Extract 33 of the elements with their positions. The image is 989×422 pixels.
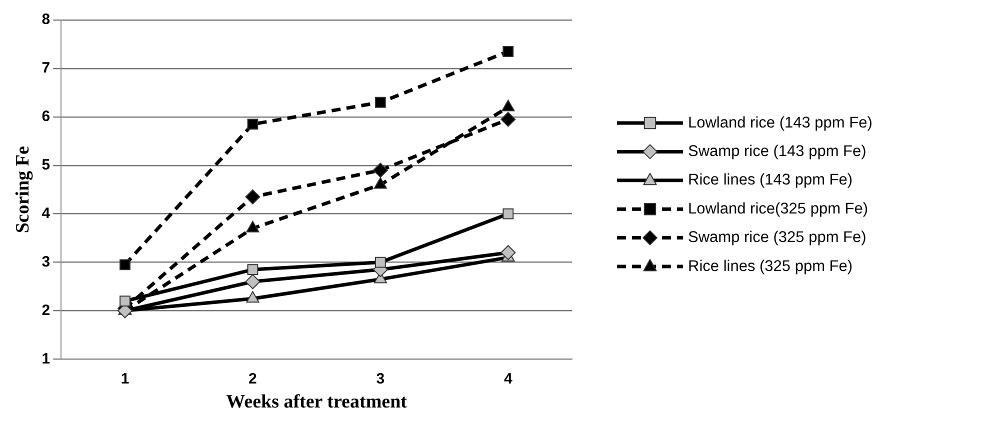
point bbox=[500, 245, 516, 260]
y-tick-label: 4 bbox=[42, 204, 51, 222]
point bbox=[374, 96, 386, 108]
point bbox=[245, 274, 260, 290]
x-tick-label: 1 bbox=[120, 370, 130, 388]
point bbox=[247, 264, 258, 276]
legend-label: Swamp rice (325 ppm Fe) bbox=[688, 229, 866, 246]
y-tick-label: 8 bbox=[42, 11, 50, 28]
legend-label: Swamp rice (143 ppm Fe) bbox=[688, 142, 866, 160]
y-tick-label: 7 bbox=[42, 60, 50, 77]
y-axis-title: Scoring Fe bbox=[12, 146, 34, 234]
y-tick-label: 2 bbox=[42, 302, 50, 319]
point bbox=[502, 46, 514, 57]
point bbox=[120, 296, 130, 306]
y-tick-label: 3 bbox=[42, 253, 50, 270]
legend-label: Rice lines (143 ppm Fe) bbox=[688, 172, 853, 189]
x-axis-title: Weeks after treatment bbox=[226, 392, 408, 413]
point bbox=[502, 208, 514, 220]
point bbox=[247, 118, 258, 130]
point bbox=[120, 259, 130, 270]
x-tick-label: 2 bbox=[248, 370, 257, 388]
y-tick-label: 1 bbox=[42, 350, 50, 368]
point bbox=[500, 112, 516, 127]
legend-label: Lowland rice(325 ppm Fe) bbox=[688, 200, 868, 218]
legend-label: Rice lines (325 ppm Fe) bbox=[688, 258, 853, 275]
x-tick-label: 4 bbox=[504, 370, 513, 388]
point bbox=[374, 256, 386, 268]
legend-label: Lowland rice (143 ppm Fe) bbox=[688, 114, 872, 132]
point bbox=[245, 189, 260, 204]
y-tick-label: 6 bbox=[42, 108, 50, 126]
x-tick-label: 3 bbox=[376, 370, 385, 388]
y-tick-label: 5 bbox=[42, 156, 50, 174]
point bbox=[372, 162, 388, 178]
